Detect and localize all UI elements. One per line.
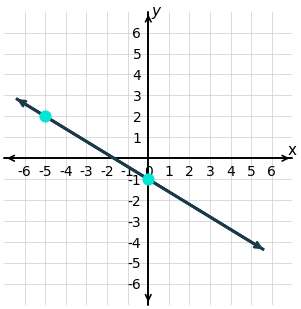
Text: x: x [288, 143, 297, 159]
Text: y: y [151, 4, 160, 19]
Point [146, 177, 151, 182]
Point [43, 114, 48, 119]
